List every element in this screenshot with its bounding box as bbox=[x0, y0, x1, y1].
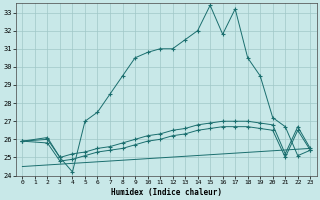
X-axis label: Humidex (Indice chaleur): Humidex (Indice chaleur) bbox=[111, 188, 222, 197]
